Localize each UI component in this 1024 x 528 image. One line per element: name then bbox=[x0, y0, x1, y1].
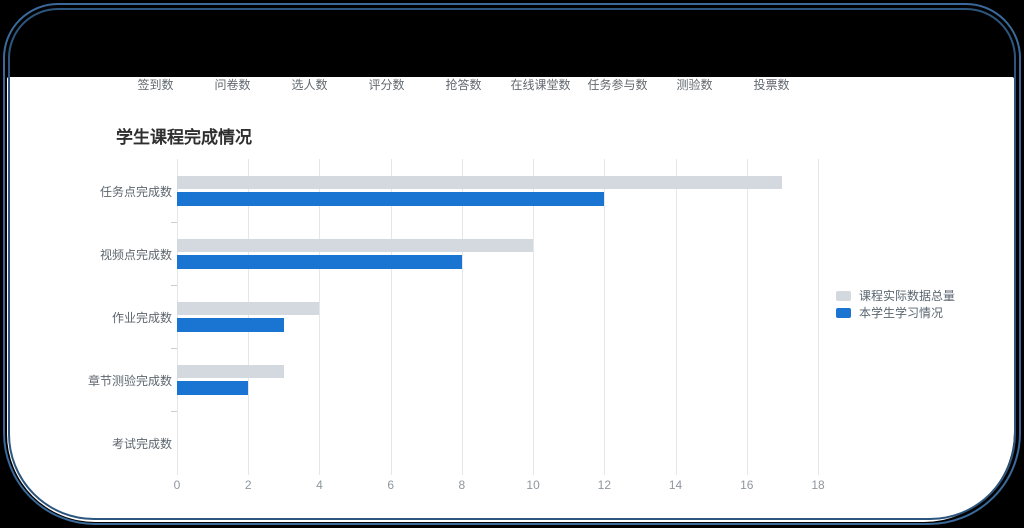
x-tick-label-10: 10 bbox=[526, 478, 540, 492]
legend-swatch-icon-1 bbox=[836, 308, 851, 318]
x-tick-label-12: 12 bbox=[597, 478, 611, 492]
x-tick-label-4: 4 bbox=[316, 478, 323, 492]
x-tick-label-2: 2 bbox=[244, 478, 252, 492]
bar-total-2 bbox=[177, 301, 320, 315]
x-tick-label-14: 14 bbox=[668, 478, 683, 492]
x-tick-label-8: 8 bbox=[458, 478, 466, 492]
y-axis-label-4: 考试完成数 bbox=[111, 436, 172, 451]
bar-student-0 bbox=[177, 191, 605, 206]
bar-total-0 bbox=[177, 175, 783, 189]
gridline-10 bbox=[533, 159, 535, 475]
y-axis-tick-4 bbox=[171, 411, 177, 412]
x-tick-label-6: 6 bbox=[387, 478, 394, 492]
gridline-6 bbox=[390, 159, 392, 475]
nav-item-4[interactable]: 抢答数 bbox=[445, 78, 482, 92]
y-axis-label-0: 任务点完成数 bbox=[99, 184, 172, 199]
y-axis-label-1: 视频点完成数 bbox=[99, 247, 172, 262]
nav-item-6[interactable]: 任务参与数 bbox=[587, 78, 648, 92]
gridline-16 bbox=[746, 159, 748, 475]
y-axis-tick-1 bbox=[171, 222, 177, 223]
bar-student-1 bbox=[177, 254, 462, 269]
y-axis-label-2: 作业完成数 bbox=[111, 310, 172, 325]
legend-label-1: 本学生学习情况 bbox=[859, 306, 944, 320]
bar-student-3 bbox=[177, 380, 249, 395]
x-tick-label-18: 18 bbox=[811, 478, 825, 492]
legend-label-0: 课程实际数据总量 bbox=[859, 289, 956, 303]
x-tick-label-0: 0 bbox=[173, 478, 181, 492]
bar-total-1 bbox=[177, 238, 534, 252]
nav-item-2[interactable]: 选人数 bbox=[291, 78, 328, 92]
gridline-14 bbox=[675, 159, 677, 475]
nav-item-5[interactable]: 在线课堂数 bbox=[510, 78, 571, 92]
legend-item-0[interactable]: 课程实际数据总量 bbox=[836, 289, 955, 303]
gridline-18 bbox=[818, 159, 819, 475]
gridline-0 bbox=[177, 159, 178, 475]
chart-legend: 课程实际数据总量 本学生学习情况 bbox=[836, 289, 955, 323]
y-axis-label-3: 章节测验完成数 bbox=[87, 373, 172, 388]
nav-item-3[interactable]: 评分数 bbox=[368, 78, 405, 92]
nav-item-8[interactable]: 投票数 bbox=[753, 78, 790, 92]
bar-student-2 bbox=[177, 317, 284, 332]
gridline-4 bbox=[319, 159, 321, 475]
nav-item-7[interactable]: 测验数 bbox=[676, 78, 713, 92]
top-navbar: 签到数 问卷数 选人数 评分数 抢答数 在线课堂数 任务参与数 测验数 投票数 bbox=[117, 77, 810, 94]
chart-title: 学生课程完成情况 bbox=[116, 128, 252, 147]
gridline-12 bbox=[604, 159, 606, 475]
nav-item-1[interactable]: 问卷数 bbox=[214, 78, 251, 92]
nav-item-0[interactable]: 签到数 bbox=[137, 78, 174, 92]
legend-item-1[interactable]: 本学生学习情况 bbox=[836, 306, 955, 320]
y-axis-tick-3 bbox=[171, 348, 177, 349]
y-axis-tick-2 bbox=[171, 285, 177, 286]
bar-total-3 bbox=[177, 364, 284, 378]
legend-swatch-icon-0 bbox=[836, 291, 851, 301]
gridline-8 bbox=[461, 159, 463, 475]
x-tick-label-16: 16 bbox=[740, 478, 754, 492]
gridline-2 bbox=[248, 159, 250, 475]
